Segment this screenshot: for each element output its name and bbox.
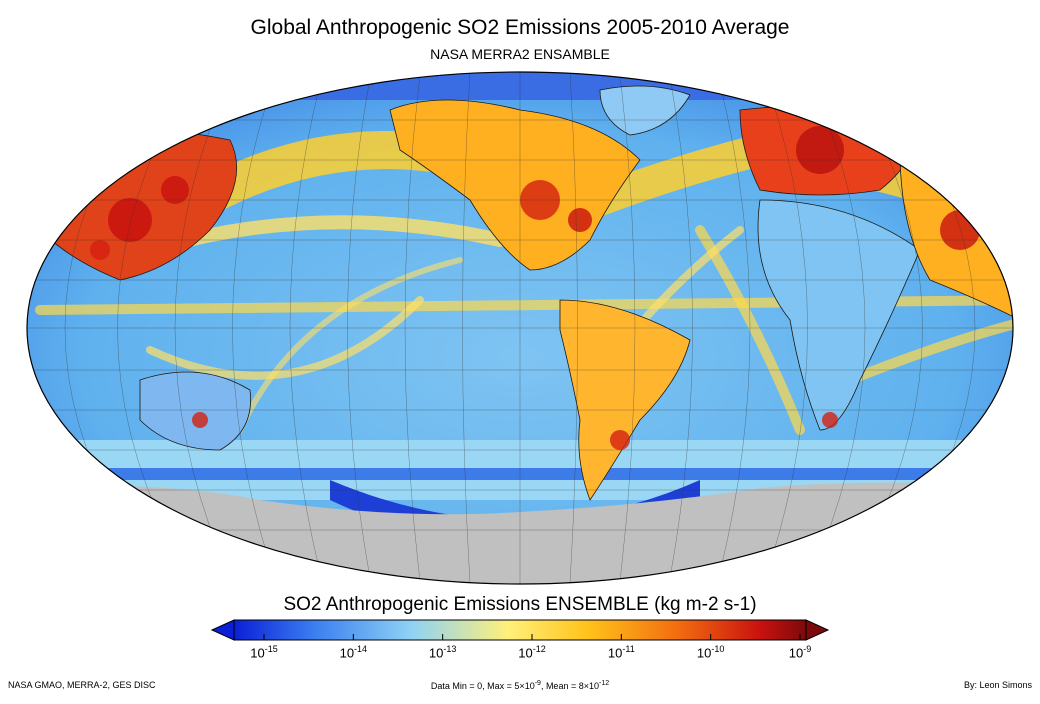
colorbar-under-arrow [210,619,235,641]
colorbar-tick-label: 10-14 [339,644,368,661]
colorbar-title: SO2 Anthropogenic Emissions ENSEMBLE (kg… [283,594,757,615]
colorbar-tick-label: 10-11 [607,644,635,661]
colorbar-tick-label: 10-12 [518,644,546,661]
world-map [26,71,1014,585]
footer-credit: NASA GMAO, MERRA-2, GES DISC [8,680,156,690]
colorbar-gradient [233,619,807,641]
colorbar-tick-label: 10-10 [696,644,725,661]
colorbar-tick-marks [263,634,801,640]
colorbar-tick-label: 10-15 [250,644,278,661]
graticule [27,72,1013,584]
colorbar-over-arrow [805,619,830,641]
footer-stats: Data Min = 0, Max = 5×10-9, Mean = 8×10-… [430,680,610,691]
colorbar [210,619,830,641]
map-subtitle: NASA MERRA2 ENSAMBLE [430,46,610,62]
map-title: Global Anthropogenic SO2 Emissions 2005-… [250,16,790,39]
globe-outline [26,71,1014,585]
colorbar-tick-label: 10-9 [788,644,812,661]
colorbar-tick-label: 10-13 [428,644,457,661]
footer-author: By: Leon Simons [963,680,1032,690]
